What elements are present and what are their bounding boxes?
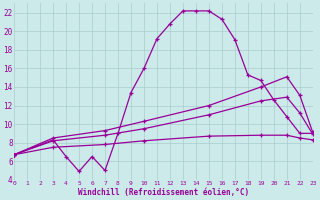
X-axis label: Windchill (Refroidissement éolien,°C): Windchill (Refroidissement éolien,°C)	[78, 188, 249, 197]
